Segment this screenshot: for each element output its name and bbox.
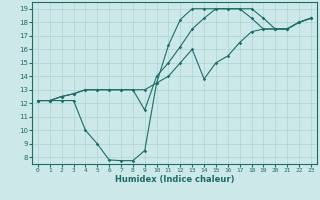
X-axis label: Humidex (Indice chaleur): Humidex (Indice chaleur) xyxy=(115,175,234,184)
